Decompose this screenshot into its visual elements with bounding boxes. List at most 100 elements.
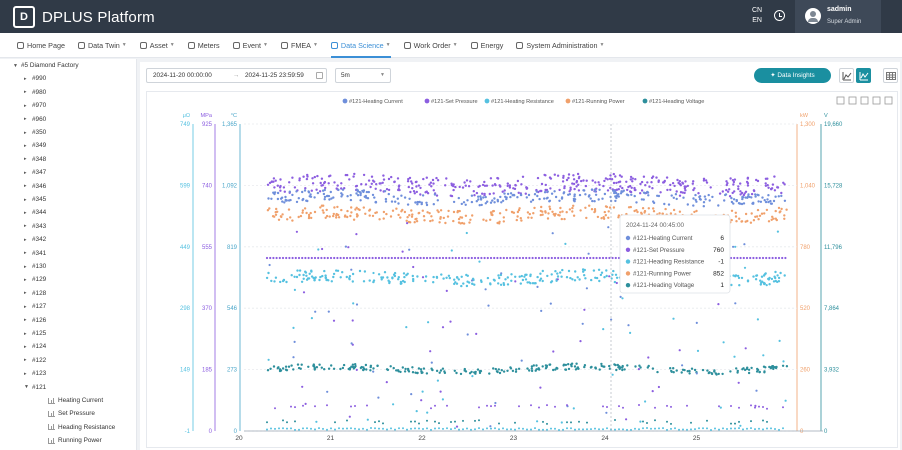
restore-icon[interactable] <box>872 96 881 105</box>
tree-item[interactable]: ▸ #347 <box>24 166 46 179</box>
caret-down-icon[interactable]: ▼ <box>24 384 29 391</box>
tree-item[interactable]: ▸ #345 <box>24 193 46 206</box>
date-range-picker[interactable]: 2024-11-20 00:00:00 → 2024-11-25 23:59:5… <box>146 68 327 83</box>
tree-item[interactable]: ▸ #348 <box>24 153 46 166</box>
tree-item[interactable]: ▸ #124 <box>24 340 46 353</box>
tree-item[interactable]: ▸ #127 <box>24 300 46 313</box>
clock-icon[interactable] <box>774 10 785 21</box>
data-view-icon[interactable] <box>860 96 869 105</box>
tree-item[interactable]: ▸ #122 <box>24 354 46 367</box>
interval-select[interactable]: 5m ▼ <box>335 68 391 83</box>
tree-leaf[interactable]: Heating Current <box>48 394 103 407</box>
legend-marker[interactable] <box>342 98 348 104</box>
tree-item[interactable]: ▸ #341 <box>24 247 46 260</box>
caret-right-icon[interactable]: ▸ <box>24 223 27 230</box>
tree-item[interactable]: ▸ #129 <box>24 273 46 286</box>
caret-right-icon[interactable]: ▸ <box>24 317 27 324</box>
caret-right-icon[interactable]: ▸ <box>24 129 27 136</box>
heating-current-point <box>764 200 768 204</box>
lang-cn[interactable]: CN <box>752 7 763 14</box>
caret-right-icon[interactable]: ▸ <box>24 343 27 350</box>
tree-item[interactable]: ▸ #123 <box>24 367 46 380</box>
nav-item-work-order[interactable]: Work Order ▼ <box>403 33 458 58</box>
tree-item[interactable]: ▸ #350 <box>24 126 46 139</box>
caret-right-icon[interactable]: ▸ <box>24 142 27 149</box>
calendar-icon[interactable] <box>316 72 323 79</box>
tree-item[interactable]: ▸ #990 <box>24 72 46 85</box>
tree-item[interactable]: ▸ #126 <box>24 314 46 327</box>
set-pressure-point <box>693 187 696 190</box>
caret-right-icon[interactable]: ▸ <box>24 183 27 190</box>
nav-item-data-twin[interactable]: Data Twin ▼ <box>77 33 127 58</box>
legend-marker[interactable] <box>424 98 430 104</box>
tree-leaf[interactable]: Running Power <box>48 434 102 447</box>
data-insights-button[interactable]: ✦ Data Insights <box>754 68 831 83</box>
nav-item-data-science[interactable]: Data Science ▼ <box>330 33 391 58</box>
caret-right-icon[interactable]: ▸ <box>24 209 27 216</box>
outlier-point <box>315 420 318 423</box>
heating-current-point <box>589 197 592 200</box>
tree-item[interactable]: ▸ #349 <box>24 139 46 152</box>
table-view-toggle[interactable] <box>883 68 898 83</box>
date-start[interactable]: 2024-11-20 00:00:00 <box>153 72 212 79</box>
caret-right-icon[interactable]: ▸ <box>24 156 27 163</box>
tree-leaf[interactable]: Set Pressure <box>48 407 95 420</box>
tree-item[interactable]: ▸ #343 <box>24 220 46 233</box>
nav-item-energy[interactable]: Energy <box>470 33 503 58</box>
caret-right-icon[interactable]: ▸ <box>24 263 27 270</box>
legend-marker[interactable] <box>565 98 571 104</box>
caret-right-icon[interactable]: ▸ <box>24 169 27 176</box>
nav-item-asset[interactable]: Asset ▼ <box>139 33 175 58</box>
tree-root[interactable]: ▼ #5 Diamond Factory <box>13 59 79 72</box>
caret-right-icon[interactable]: ▸ <box>24 116 27 123</box>
nav-item-system-administration[interactable]: System Administration ▼ <box>516 33 604 58</box>
tree-item[interactable]: ▸ #970 <box>24 99 46 112</box>
tree-item[interactable]: ▸ #128 <box>24 287 46 300</box>
nav-item-meters[interactable]: Meters <box>187 33 220 58</box>
nav-item-home-page[interactable]: Home Page <box>17 33 65 58</box>
tree-item[interactable]: ▸ #960 <box>24 113 46 126</box>
zoom-select-icon[interactable] <box>836 96 845 105</box>
caret-right-icon[interactable]: ▸ <box>24 330 27 337</box>
caret-right-icon[interactable]: ▸ <box>24 102 27 109</box>
language-switch[interactable]: CN EN <box>752 6 762 26</box>
caret-right-icon[interactable]: ▸ <box>24 303 27 310</box>
caret-right-icon[interactable]: ▸ <box>24 250 27 257</box>
tree-item[interactable]: ▸ #125 <box>24 327 46 340</box>
legend-marker[interactable] <box>484 98 490 104</box>
caret-right-icon[interactable]: ▸ <box>24 370 27 377</box>
heading-voltage-point <box>583 364 587 367</box>
heating-resistance-point <box>346 427 348 430</box>
caret-right-icon[interactable]: ▸ <box>24 276 27 283</box>
tree-item[interactable]: ▸ #980 <box>24 86 46 99</box>
set-pressure-point <box>744 190 748 193</box>
nav-item-event[interactable]: Event ▼ <box>232 33 268 58</box>
scatter-chart[interactable]: #121-Heating Current #121-Set Pressure #12… <box>147 92 897 447</box>
caret-right-icon[interactable]: ▸ <box>24 236 27 243</box>
user-menu[interactable]: sadmin Super Admin <box>795 0 881 33</box>
caret-right-icon[interactable]: ▸ <box>24 357 27 364</box>
line-chart-toggle[interactable] <box>856 68 871 83</box>
caret-right-icon[interactable]: ▸ <box>24 89 27 96</box>
date-end[interactable]: 2024-11-25 23:59:59 <box>245 72 304 79</box>
caret-right-icon[interactable]: ▸ <box>24 196 27 203</box>
tree-item[interactable]: ▸ #346 <box>24 180 46 193</box>
heading-voltage-point <box>570 421 572 424</box>
heating-current-point <box>594 190 597 193</box>
caret-right-icon[interactable]: ▸ <box>24 75 27 82</box>
app-logo[interactable]: D DPLUS Platform <box>13 6 155 28</box>
download-icon[interactable] <box>884 96 893 105</box>
caret-right-icon[interactable]: ▸ <box>24 290 27 297</box>
caret-down-icon[interactable]: ▼ <box>13 62 18 69</box>
nav-item-fmea[interactable]: FMEA ▼ <box>281 33 318 58</box>
tree-leaf[interactable]: Heading Resistance <box>48 421 115 434</box>
area-chart-toggle[interactable] <box>839 68 854 83</box>
legend-marker[interactable] <box>642 98 648 104</box>
lang-en[interactable]: EN <box>752 17 762 24</box>
tree-item[interactable]: ▸ #342 <box>24 233 46 246</box>
zoom-reset-icon[interactable] <box>848 96 857 105</box>
tree-item[interactable]: ▸ #344 <box>24 206 46 219</box>
tree-item[interactable]: ▼ #121 <box>24 381 46 394</box>
tree-item[interactable]: ▸ #130 <box>24 260 46 273</box>
set-pressure-point <box>301 256 304 260</box>
